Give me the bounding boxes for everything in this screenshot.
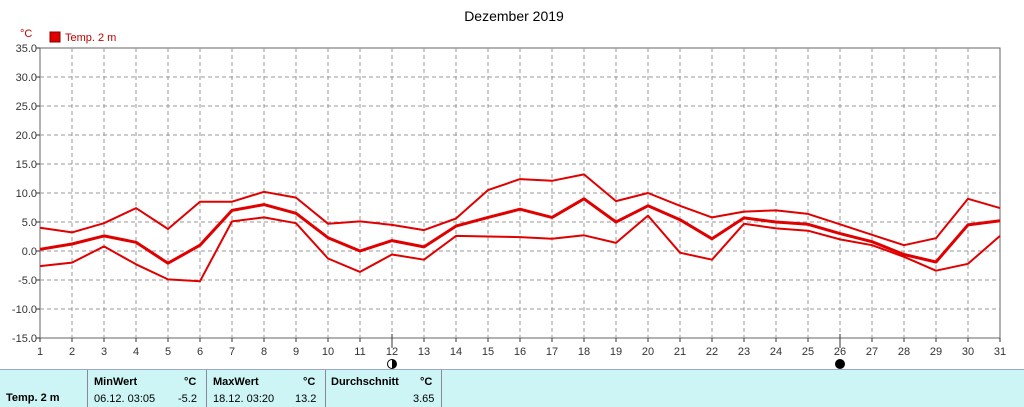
max-value: 13.2 (295, 393, 317, 405)
y-tick-label: 5.0 (22, 217, 37, 229)
max-cell: MaxWert °C 18.12. 03:20 13.2 (207, 370, 326, 407)
min-time: 06.12. 03:05 (94, 393, 156, 405)
x-tick-label: 24 (770, 346, 782, 358)
x-tick-label: 15 (482, 346, 494, 358)
max-header: MaxWert (213, 376, 259, 388)
x-tick-label: 20 (642, 346, 654, 358)
max-time: 18.12. 03:20 (213, 393, 275, 405)
moon-half-shade (392, 359, 397, 369)
y-axis: 35.0 30.0 25.0 20.0 15.0 10.0 5.0 0.0 -5.0 -10.0 -… (12, 43, 40, 345)
avg-unit: °C (420, 376, 433, 388)
x-tick-label: 30 (962, 346, 974, 358)
x-tick-label: 28 (898, 346, 910, 358)
x-tick-label: 29 (930, 346, 942, 358)
series-lines (39, 173, 1001, 283)
legend-swatch (49, 31, 61, 43)
y-tick-label: 30.0 (16, 72, 37, 84)
x-tick-label: 27 (866, 346, 878, 358)
x-tick-label: 25 (802, 346, 814, 358)
x-tick-label: 17 (546, 346, 558, 358)
x-axis: 1 2 3 4 5 6 7 8 9 10 11 12 13 14 15 16 17 18 19 20 21 22 23 24 2… (37, 338, 1006, 358)
x-tick-label: 12 (386, 346, 398, 358)
chart-title: Dezember 2019 (464, 8, 564, 24)
x-tick-label: 23 (738, 346, 750, 358)
y-tick-label: 10.0 (16, 188, 37, 200)
y-tick-label: -5.0 (18, 275, 37, 287)
y-unit-label: °C (20, 28, 32, 40)
x-tick-label: 2 (69, 346, 75, 358)
x-tick-label: 14 (450, 346, 462, 358)
min-unit: °C (184, 376, 197, 388)
temperature-chart: Dezember 2019 °C Temp. 2 m 35.030.025.02… (12, 8, 1006, 369)
y-tick-label: 35.0 (16, 43, 37, 55)
x-tick-label: 16 (514, 346, 526, 358)
x-tick-label: 5 (165, 346, 171, 358)
y-tick-label: 25.0 (16, 101, 37, 113)
grid-lines (40, 48, 1000, 338)
y-tick-label: 20.0 (16, 130, 37, 142)
avg-header: Durchschnitt (331, 376, 399, 388)
x-tick-label: 9 (293, 346, 299, 358)
x-tick-label: 3 (101, 346, 107, 358)
series-line-min (39, 214, 1001, 283)
x-tick-label: 21 (674, 346, 686, 358)
new-moon-icon (835, 359, 845, 369)
y-tick-label: 15.0 (16, 159, 37, 171)
y-tick-label: -10.0 (12, 304, 37, 316)
x-tick-label: 7 (229, 346, 235, 358)
y-tick-label: -15.0 (12, 333, 37, 345)
min-header: MinWert (94, 376, 138, 388)
statistics-bar: Temp. 2 m MinWert °C 06.12. 03:05 -5.2 M… (0, 369, 1024, 407)
y-tick-label: 0.0 (22, 246, 37, 258)
legend-label: Temp. 2 m (65, 32, 116, 44)
series-line-avg (39, 197, 1001, 265)
stats-label-cell: Temp. 2 m (0, 370, 88, 407)
x-tick-label: 13 (418, 346, 430, 358)
avg-value: 3.65 (413, 393, 435, 405)
x-tick-label: 18 (578, 346, 590, 358)
x-tick-label: 10 (322, 346, 334, 358)
x-tick-label: 19 (610, 346, 622, 358)
max-unit: °C (303, 376, 316, 388)
min-cell: MinWert °C 06.12. 03:05 -5.2 (88, 370, 207, 407)
min-value: -5.2 (178, 393, 197, 405)
x-tick-label: 26 (834, 346, 846, 358)
x-tick-label: 11 (354, 346, 365, 358)
avg-cell: Durchschnitt °C 3.65 (326, 370, 442, 407)
x-tick-label: 8 (261, 346, 267, 358)
x-tick-label: 22 (706, 346, 718, 358)
x-tick-label: 31 (994, 346, 1006, 358)
series-line-max (39, 173, 1001, 247)
x-tick-label: 6 (197, 346, 203, 358)
stats-series-label: Temp. 2 m (6, 392, 60, 404)
x-tick-label: 4 (133, 346, 139, 358)
x-tick-label: 1 (37, 346, 43, 358)
moon-markers (387, 334, 845, 369)
